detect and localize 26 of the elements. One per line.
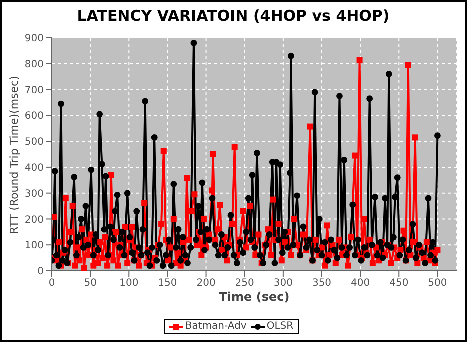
legend-label: OLSR	[266, 321, 294, 332]
x-tick-label: 150	[158, 278, 178, 290]
y-tick-label: 900	[24, 34, 44, 45]
x-tick-label: 350	[312, 278, 332, 290]
x-tick-label: 500	[428, 278, 448, 290]
y-tick-label: 400	[24, 162, 44, 174]
y-tick-label: 600	[24, 111, 44, 122]
y-tick-label: 0	[38, 266, 44, 278]
y-tick-label: 800	[24, 59, 44, 70]
x-tick-label: 450	[390, 278, 409, 290]
x-tick-label: 400	[351, 278, 370, 290]
y-tick-label: 500	[24, 137, 44, 148]
y-axis-title: RTT (Round Trip Time)(msec)	[8, 76, 21, 234]
chart-title: LATENCY VARIATOIN (4HOP vs 4HOP)	[76, 7, 391, 25]
y-tick-label: 100	[24, 240, 44, 252]
x-tick-label: 250	[235, 278, 254, 290]
legend-label: Batman-Adv	[184, 321, 247, 332]
x-tick-label: 300	[274, 278, 293, 290]
x-tick-label: 0	[48, 278, 56, 290]
x-axis-title: Time (sec)	[219, 290, 290, 304]
y-tick-label: 700	[24, 85, 44, 96]
y-tick-label: 200	[24, 214, 44, 226]
x-tick-label: 200	[196, 278, 216, 290]
x-tick-label: 100	[120, 278, 139, 290]
y-tick-label: 300	[24, 188, 44, 200]
x-tick-label: 50	[84, 278, 97, 290]
